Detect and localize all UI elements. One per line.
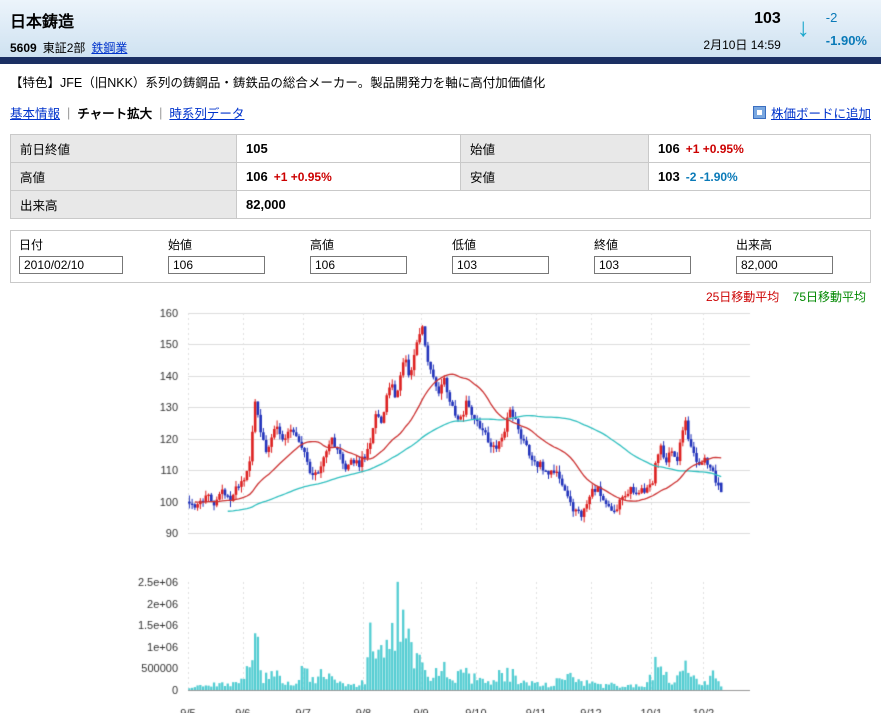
low-change: -2 -1.90% (685, 170, 738, 184)
price-change-percent: -1.90% (825, 33, 867, 48)
price-volume-chart (100, 305, 800, 713)
high-field-label: 高値 (310, 238, 335, 252)
quote-summary: 103 2月10日 14:59 ↓ -2 -1.90% (703, 8, 867, 57)
ohlc-entry-box: 日付 始値 高値 低値 終値 出来高 (10, 230, 871, 283)
high-label: 高値 (10, 162, 237, 191)
volume-field-label: 出来高 (736, 238, 773, 252)
prev-close-value: 105 (236, 134, 461, 163)
chart-legend: 25日移動平均 75日移動平均 (15, 288, 866, 305)
volume-value: 82,000 (236, 190, 871, 219)
low-field: 低値 (452, 236, 549, 274)
close-field: 終値 (594, 236, 691, 274)
sub-navigation: 基本情報 | チャート拡大 | 時系列データ 株価ボードに追加 (0, 96, 881, 131)
stock-market: 東証2部 (42, 41, 86, 55)
volume-input[interactable] (736, 256, 833, 274)
high-input[interactable] (310, 256, 407, 274)
prev-close-label: 前日終値 (10, 134, 237, 163)
open-change: +1 +0.95% (685, 142, 744, 156)
change-block: -2 -1.90% (826, 10, 867, 57)
chart-section (0, 305, 881, 713)
low-field-label: 低値 (452, 238, 477, 252)
high-field: 高値 (310, 236, 407, 274)
divider-bar (0, 57, 881, 64)
company-feature-text: 【特色】JFE（旧NKK）系列の鋳鋼品・鋳鉄品の総合メーカー。製品開発力を軸に高… (10, 76, 546, 90)
low-label: 安値 (460, 162, 649, 191)
add-board-block: 株価ボードに追加 (752, 103, 871, 122)
close-input[interactable] (594, 256, 691, 274)
date-field-label: 日付 (19, 238, 44, 252)
down-arrow-icon: ↓ (796, 12, 810, 42)
price-block: 103 2月10日 14:59 (703, 10, 780, 57)
table-row: 出来高 82,000 (10, 190, 871, 219)
stock-identity: 日本鋳造 5609 東証2部 鉄鋼業 (10, 8, 127, 57)
stock-subline: 5609 東証2部 鉄鋼業 (10, 39, 127, 56)
current-price: 103 (754, 10, 781, 27)
nav-separator: | (67, 105, 71, 120)
low-value: 103 -2 -1.90% (648, 162, 871, 191)
ma25-legend-label: 25日移動平均 (705, 290, 780, 304)
close-field-label: 終値 (594, 238, 619, 252)
quote-header: 日本鋳造 5609 東証2部 鉄鋼業 103 2月10日 14:59 ↓ -2 -1… (0, 0, 881, 57)
open-field-label: 始値 (168, 238, 193, 252)
table-row: 高値 106 +1 +0.95% 安値 103 -2 -1.90% (10, 162, 871, 191)
nav-time-series[interactable]: 時系列データ (169, 107, 245, 121)
nav-basic-info[interactable]: 基本情報 (10, 107, 61, 121)
high-change: +1 +0.95% (273, 170, 332, 184)
nav-chart-expand[interactable]: チャート拡大 (77, 107, 153, 121)
ma75-legend-label: 75日移動平均 (792, 290, 866, 304)
open-label: 始値 (460, 134, 649, 163)
date-field: 日付 (19, 236, 123, 274)
stock-code: 5609 (10, 41, 37, 55)
add-to-board-link[interactable]: 株価ボードに追加 (770, 107, 871, 121)
open-field: 始値 (168, 236, 265, 274)
price-change: -2 (825, 10, 838, 25)
add-to-board-icon[interactable] (752, 106, 766, 119)
quote-table: 前日終値 105 始値 106 +1 +0.95% 高値 106 +1 +0.95%… (10, 134, 871, 219)
open-input[interactable] (168, 256, 265, 274)
table-row: 前日終値 105 始値 106 +1 +0.95% (10, 134, 871, 163)
nav-separator: | (159, 105, 163, 120)
high-value: 106 +1 +0.95% (236, 162, 461, 191)
date-input[interactable] (19, 256, 123, 274)
volume-label: 出来高 (10, 190, 237, 219)
industry-link[interactable]: 鉄鋼業 (91, 41, 128, 55)
stock-name: 日本鋳造 (10, 14, 75, 31)
volume-field: 出来高 (736, 236, 833, 274)
open-value: 106 +1 +0.95% (648, 134, 871, 163)
quote-datetime: 2月10日 14:59 (703, 38, 781, 52)
low-input[interactable] (452, 256, 549, 274)
